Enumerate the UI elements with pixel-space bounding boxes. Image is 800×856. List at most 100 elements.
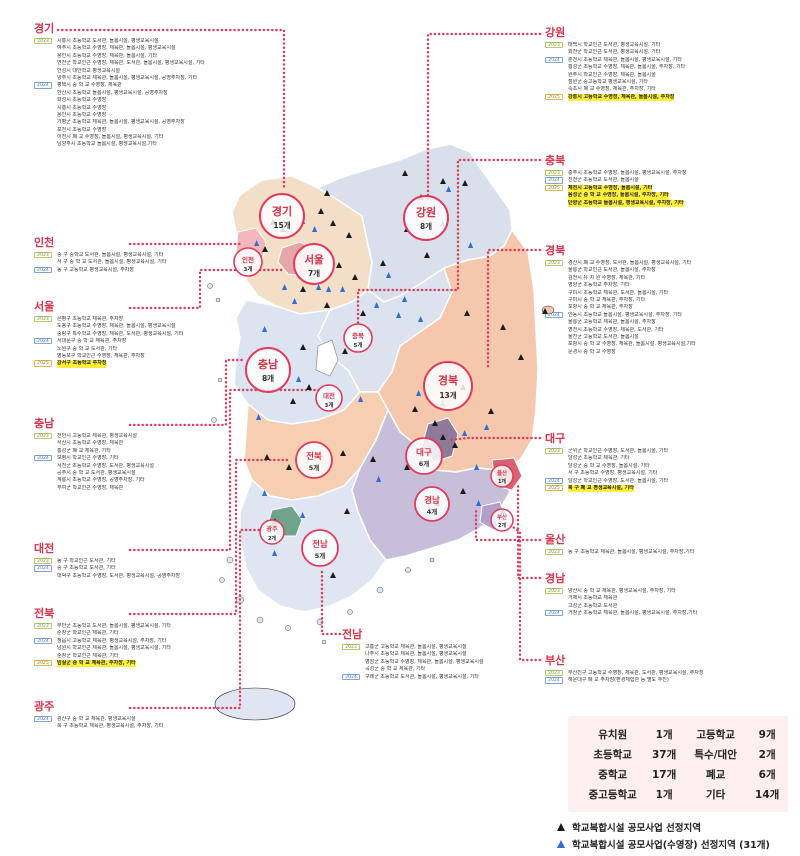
- facility-entry: 서산시 초등학교 수영장, 체육관: [34, 440, 284, 447]
- facility-text: 영양군 초등학교 주차장, 기타: [568, 282, 630, 289]
- facility-entry: 2023 은평구 초등학교 체육관, 주차장: [34, 316, 284, 323]
- facility-entry: 안산시 초등학교 돌봄시설, 평생교육시설, 공영주차장: [34, 90, 284, 97]
- facility-text: 단양군 초등학교 돌봄시설, 평생교육시설, 주차장, 기타: [568, 199, 684, 207]
- bubble-gyeongnam: 경남 4개: [414, 486, 450, 522]
- svg-text:광주: 광주: [266, 525, 278, 533]
- facility-text: 구례군 초등학교 도서관, 돌봄시설, 평생교육시설, 기타: [365, 673, 479, 680]
- facility-text: 해운대구 폐 교 주차장(환경체험관 등 별도 추진): [568, 677, 669, 684]
- facility-text: 안산시 초등학교 돌봄시설, 평생교육시설, 공영주차장: [57, 89, 168, 96]
- bubble-chungbuk: 충북 5개: [343, 323, 373, 353]
- facility-text: 경산시 폐 교 수영장, 도서관, 돌봄시설, 평생교육시설, 기타: [568, 260, 692, 266]
- legend-item-selected: 학교복합시설 공모사업 선정지역: [556, 818, 796, 835]
- facility-text: 달성군 학교인근 수영장, 도서관, 돌봄시설, 기타: [568, 477, 669, 484]
- facility-entry: 2023 군위군 학교인근 수영장, 도서관, 돌봄시설, 기타: [545, 448, 795, 455]
- facility-entry: 2023 고흥군 고등학교 체육관, 돌봄시설, 평생교육시설: [342, 644, 592, 651]
- year-badge: 2023: [34, 433, 52, 440]
- facility-text: 서 구 중 학 교 도서관, 돌봄시설, 평생교육시설, 기타: [57, 259, 167, 266]
- facility-text: 임실군 중 학 교 체육관, 주차장, 기타: [57, 659, 136, 668]
- facility-text: 포천시 초등학교 수영장: [57, 126, 107, 133]
- facility-text: 달성군 중 학 교 수영장, 돌봄시설, 기타: [568, 462, 650, 469]
- summary-row: 중고등학교 1개 기타 14개: [582, 784, 788, 804]
- facility-text: 영천시 초등학교 수영장, 체육관, 도서관, 기타: [568, 326, 664, 333]
- facility-entry: 용인시 초등학교 수영장, 체육관, 돌봄시설, 기타: [34, 53, 284, 60]
- facility-text: 시흥시 초등학교 도서관, 돌봄시설, 평생교육시설: [57, 38, 159, 44]
- year-badge: 2023: [34, 623, 52, 630]
- region-title: 충북: [545, 154, 566, 167]
- facility-entry: 2024 구례군 초등학교 도서관, 돌봄시설, 평생교육시설, 기타: [342, 673, 592, 681]
- region-title: 경기: [34, 22, 55, 35]
- region-list-jeonbuk: 전북 2023 부안군 초등학교 도서관, 돌봄시설, 평생교육시설, 기타 순창군 …: [34, 605, 284, 668]
- region-list-ulsan: 울산 2023 동 구 초등학교 체육관, 돌봄시설, 평생교육시설, 주차장,기타: [545, 531, 795, 556]
- year-badge: 2024: [34, 716, 52, 723]
- region-title: 전북: [34, 607, 55, 620]
- facility-entry: 거제시 초등학교 체육관: [545, 595, 795, 602]
- svg-text:6개: 6개: [419, 459, 430, 468]
- svg-text:7개: 7개: [308, 268, 320, 278]
- year-badge: 2024: [342, 673, 360, 680]
- facility-entry: 나주시 초등학교 체육관, 돌봄시설, 평생교육시설: [342, 651, 592, 658]
- region-list-jeonnam: 전남 2023 고흥군 고등학교 체육관, 돌봄시설, 평생교육시설 나주시 초등학교…: [342, 626, 592, 681]
- region-list-gwangju: 광주 2024 광산구 중 학 교 체육관, 평생교육시설 북 구 초등학교 체육관,…: [34, 698, 284, 731]
- region-list-busan: 부산 2023 부산진구 고등학교 수영장, 체육관, 도서관, 평생교육시설, 주…: [545, 652, 795, 685]
- svg-text:충북: 충북: [352, 331, 364, 340]
- school-type-count: 1개: [655, 728, 673, 741]
- school-type-count: 1개: [655, 788, 673, 801]
- facility-entry: 2023 부안군 초등학교 도서관, 돌봄시설, 평생교육시설, 기타: [34, 623, 284, 630]
- year-badge: 2024: [545, 677, 563, 684]
- facility-entry: 계룡시 초등학교 수영장, 공영주차장, 기타: [34, 477, 284, 484]
- year-badge: 2024: [34, 266, 52, 273]
- facility-entry: 음성군 중 학 교 수영장, 돌봄시설, 주차장, 기타: [545, 192, 795, 200]
- facility-entry: 연천군 학교인근 수영장, 체육관, 도서관, 돌봄시설, 평생교육시설, 기타: [34, 60, 284, 67]
- facility-text: 공주시 중 학 교 도서관, 평생교육시설: [57, 469, 136, 476]
- island-jeju: [214, 687, 296, 721]
- legend-label-selected: 학교복합시설 공모사업 선정지역: [572, 822, 701, 834]
- facility-entry: 김천시 유 치 원 수영장, 체육관, 기타: [545, 275, 795, 282]
- year-badge: 2024: [545, 311, 563, 318]
- facility-entry: 홍성군 폐 교 체육관, 기타: [34, 448, 284, 455]
- year-badge: 2023: [545, 42, 563, 49]
- year-badge: 2024: [545, 477, 563, 484]
- facility-text: 화성시 초등학교 수영장: [57, 97, 107, 104]
- facility-entry: 화성시 초등학교 수영장: [34, 97, 284, 104]
- region-list-daegu: 대구 2023 군위군 학교인근 수영장, 도서관, 돌봄시설, 기타 달성군 초등학…: [545, 430, 795, 493]
- region-list-seoul: 서울 2023 은평구 초등학교 체육관, 주차장 도봉구 초등학교 수영장, 체육관…: [34, 298, 284, 368]
- facility-text: 천안시 고등학교 체육관, 평생교육시설: [57, 433, 137, 439]
- facility-text: 이천시 폐 교 수영장, 돌봄시설, 평생교육시설, 기타: [57, 134, 164, 141]
- svg-text:5개: 5개: [315, 551, 326, 560]
- facility-entry: 2023 충주시 초등학교 수영장, 돌봄시설, 평생교육시설, 주차장: [545, 170, 795, 177]
- year-badge: 2023: [34, 316, 52, 323]
- facility-text: 노원구 중 학 교 도서관, 기타: [57, 345, 118, 352]
- year-badge: 2024: [545, 610, 563, 617]
- facility-entry: 2025 북 구 폐 교 평생교육시설, 기타: [545, 484, 795, 493]
- city-daejeon: [315, 339, 339, 377]
- facility-text: 보령시 학교인근 수영장, 기타: [57, 455, 119, 462]
- svg-text:인천: 인천: [242, 255, 254, 264]
- legend: 학교복합시설 공모사업 선정지역 학교복합시설 공모사업(수영장) 선정지역 (…: [556, 818, 796, 852]
- school-type-label: 기타: [705, 788, 726, 801]
- facility-entry: 원주시 학교인근 수영장, 체육관, 돌봄시설: [545, 72, 795, 79]
- school-type-label: 특수/대안: [694, 748, 737, 761]
- facility-entry: 용인시 초등학교 수영장: [34, 112, 284, 119]
- bubble-daegu: 대구 6개: [405, 437, 443, 475]
- svg-text:대전: 대전: [323, 391, 335, 400]
- facility-text: 용인시 초등학교 수영장, 체육관, 돌봄시설, 기타: [57, 52, 158, 59]
- year-badge: 2025: [545, 484, 563, 492]
- region-title: 전남: [342, 628, 363, 641]
- facility-entry: 2024 중 구 초등학교 도서관, 기타: [34, 565, 284, 572]
- facility-text: 거제시 초등학교 체육관: [568, 595, 618, 602]
- bubble-ulsan: 울산 1개: [490, 464, 514, 488]
- svg-text:경기: 경기: [272, 204, 292, 218]
- facility-entry: 안성시 대안학교 평생교육시설: [34, 68, 284, 75]
- svg-text:13개: 13개: [439, 390, 456, 400]
- facility-entry: 포천시 초등학교 수영장: [34, 127, 284, 134]
- facility-text: 서천군 초등학교 수영장, 도서관, 평생교육시설: [57, 462, 154, 469]
- facility-entry: 2023 양산시 중 학 교 체육관, 평생교육시설, 주차장, 기타: [545, 588, 795, 595]
- year-badge: 2025: [545, 184, 563, 191]
- facility-entry: 시흥시 초등학교 수영장: [34, 105, 284, 112]
- facility-entry: 2024 거창군 초등학교 체육관, 돌봄시설, 평생교육시설, 주차장,기타: [545, 610, 795, 617]
- facility-entry: 북 구 초등학교 체육관, 평생교육시설, 주차장, 기타: [34, 723, 284, 730]
- facility-text: 가평군 초등학교 체육관, 돌봄시설, 평생교육시설, 공영주차장: [57, 119, 185, 126]
- year-badge: 2023: [34, 252, 52, 259]
- svg-text:4개: 4개: [427, 507, 438, 516]
- facility-entry: 달성군 초등학교 체육관, 기타: [545, 455, 795, 462]
